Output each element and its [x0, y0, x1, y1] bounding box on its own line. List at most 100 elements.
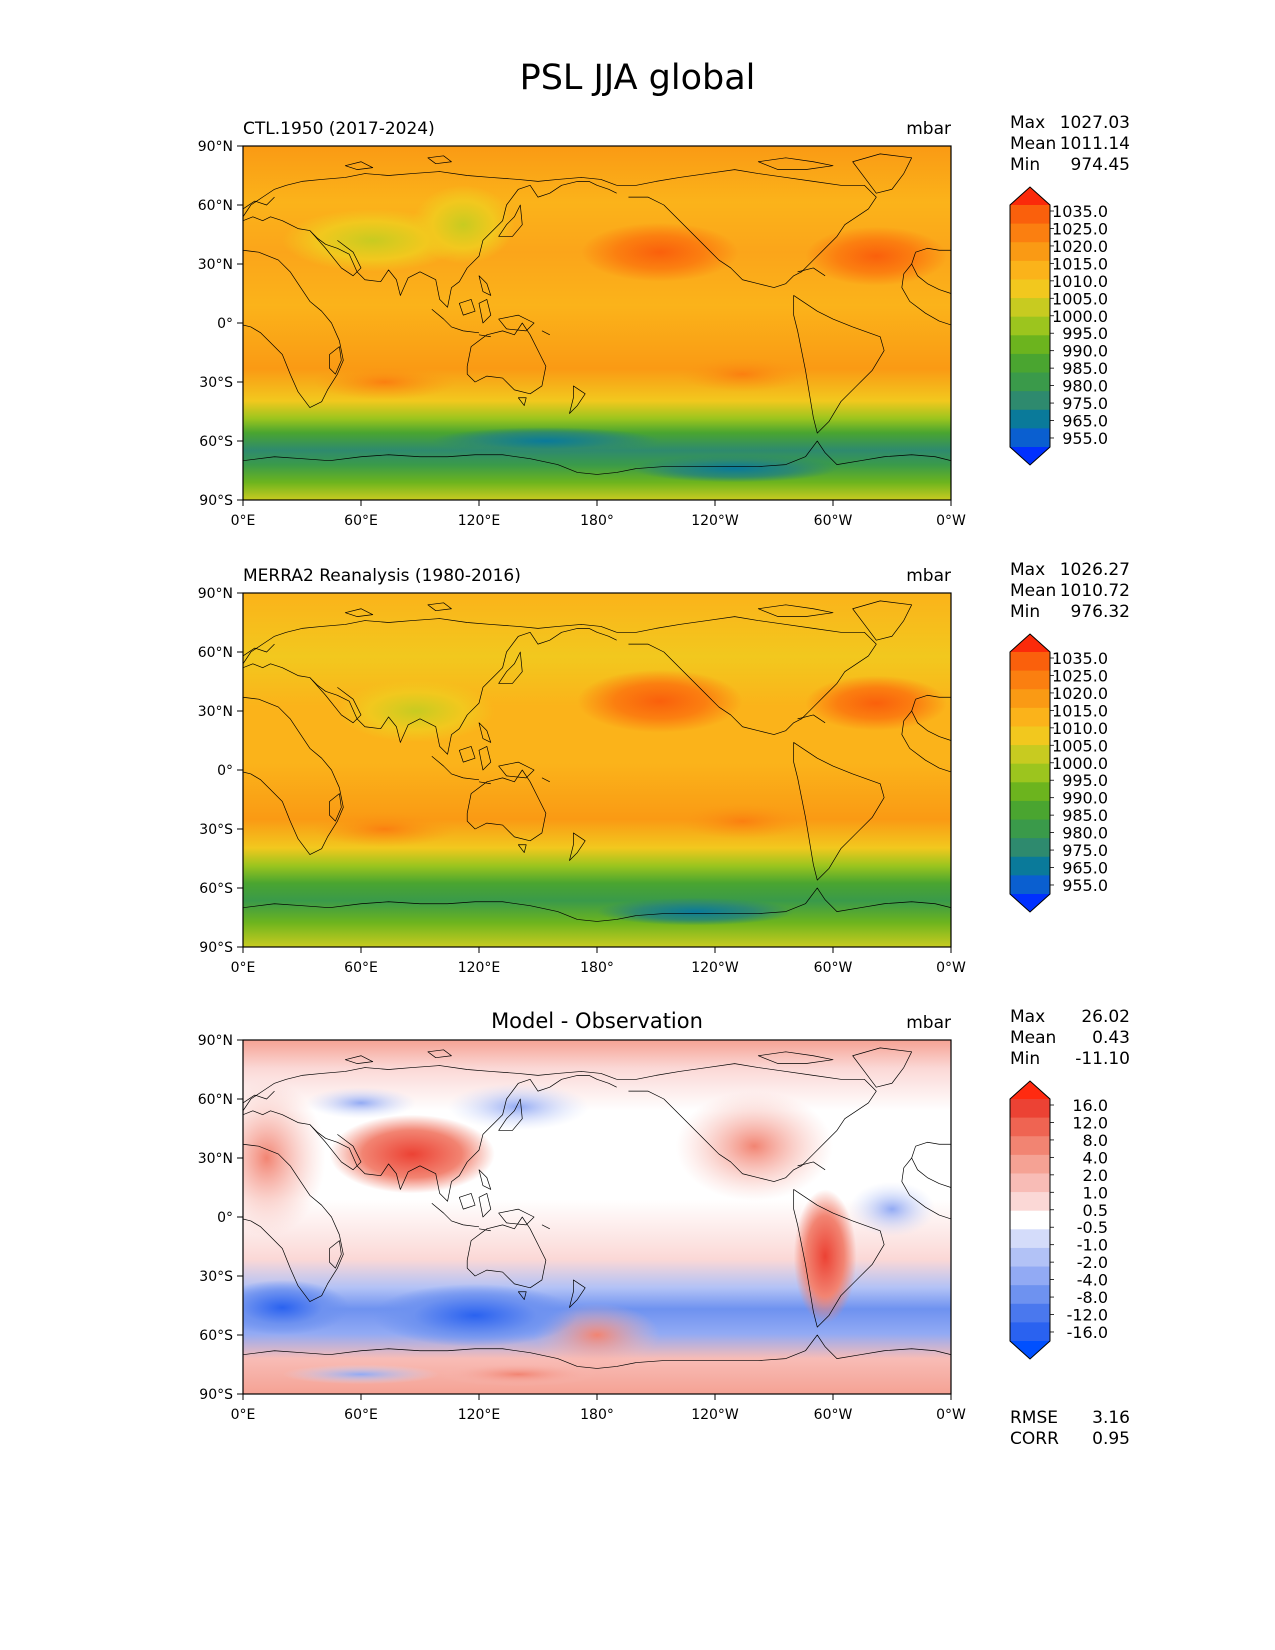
- colorbar-segment: [1010, 745, 1050, 765]
- lon-tick-label: 120°E: [458, 513, 501, 529]
- lat-tick-label: 60°S: [199, 1328, 233, 1344]
- colorbar-segment: [1010, 409, 1050, 429]
- figure-title: PSL JJA global: [519, 58, 756, 98]
- colorbar-segment: [1010, 1192, 1050, 1212]
- colorbar-label: -8.0: [1077, 1288, 1108, 1307]
- lat-tick-label: 30°N: [198, 704, 233, 720]
- colorbar-segment: [1010, 689, 1050, 709]
- colorbar-label: 955.0: [1062, 429, 1108, 448]
- colorbar-segment: [1010, 1285, 1050, 1305]
- colorbar-extend-min: [1010, 894, 1050, 912]
- stat-value-mean: 1010.72: [1060, 581, 1130, 601]
- stat-label-mean: Mean: [1010, 134, 1056, 154]
- stat-value-max: 26.02: [1081, 1007, 1130, 1027]
- colorbar-segment: [1010, 353, 1050, 374]
- stat-value-rmse: 3.16: [1092, 1408, 1130, 1428]
- colorbar-diff: 16.012.08.04.02.01.00.5-0.5-1.0-2.0-4.0-…: [1009, 1080, 1108, 1360]
- contour-field: [243, 593, 951, 947]
- colorbar-extend-min: [1010, 1341, 1050, 1359]
- colorbar-segment: [1010, 1099, 1050, 1119]
- lat-tick-label: 90°N: [198, 1033, 233, 1049]
- colorbar-label: -2.0: [1077, 1253, 1108, 1272]
- panel-units: mbar: [906, 1013, 951, 1033]
- colorbar-label: 4.0: [1083, 1148, 1108, 1167]
- colorbar-segment: [1010, 670, 1050, 690]
- colorbar-label: 1000.0: [1052, 754, 1108, 773]
- lat-tick-label: 30°S: [199, 822, 233, 838]
- panel-center-title: Model - Observation: [491, 1009, 703, 1033]
- panel-diff: 90°N 60°N 30°N 0° 30°S 60°S 90°S 0°E 60°E 120°E 18…: [198, 1007, 1130, 1449]
- map-ctl: [243, 146, 951, 500]
- colorbar-label: 2.0: [1083, 1166, 1108, 1185]
- colorbar-segment: [1010, 856, 1050, 876]
- colorbar-segment: [1010, 279, 1050, 299]
- lon-tick-label: 120°W: [691, 960, 739, 976]
- colorbar-segment: [1010, 707, 1050, 728]
- colorbar-segment: [1010, 260, 1050, 281]
- lon-tick-label: 60°W: [814, 513, 853, 529]
- colorbar-label: 1015.0: [1052, 254, 1108, 273]
- colorbar-label: 975.0: [1062, 841, 1108, 860]
- lat-tick-label: 0°: [217, 763, 233, 779]
- colorbar-label: 985.0: [1062, 359, 1108, 378]
- lon-tick-label: 120°E: [458, 1407, 501, 1423]
- colorbar-label: 1010.0: [1052, 719, 1108, 738]
- stat-label-rmse: RMSE: [1010, 1408, 1058, 1428]
- lat-tick-label: 30°S: [199, 375, 233, 391]
- colorbar-segment: [1010, 242, 1050, 262]
- colorbar-segment: [1010, 763, 1050, 783]
- lat-tick-label: 30°S: [199, 1269, 233, 1285]
- lat-tick-label: 90°N: [198, 139, 233, 155]
- panel-units: mbar: [906, 566, 951, 586]
- colorbar-label: 955.0: [1062, 876, 1108, 895]
- stat-value-min: 974.45: [1071, 155, 1130, 175]
- colorbar-segment: [1010, 782, 1050, 802]
- stat-value-min: -11.10: [1075, 1049, 1130, 1069]
- colorbar-segment: [1010, 726, 1050, 746]
- lon-tick-label: 60°E: [344, 960, 378, 976]
- colorbar-label: 1010.0: [1052, 272, 1108, 291]
- lon-tick-label: 0°E: [231, 960, 256, 976]
- colorbar-segment: [1010, 372, 1050, 392]
- lon-tick-label: 180°: [580, 513, 614, 529]
- lat-tick-label: 60°N: [198, 645, 233, 661]
- colorbar-label: 985.0: [1062, 806, 1108, 825]
- colorbar-label: 0.5: [1083, 1201, 1108, 1220]
- stat-value-mean: 0.43: [1092, 1028, 1130, 1048]
- stat-label-mean: Mean: [1010, 581, 1056, 601]
- colorbar-segment: [1010, 205, 1050, 225]
- lon-tick-label: 120°W: [691, 1407, 739, 1423]
- colorbar-outline: [1009, 186, 1051, 466]
- colorbar-segment: [1010, 1303, 1050, 1323]
- panel-units: mbar: [906, 119, 951, 139]
- lon-tick-label: 0°E: [231, 1407, 256, 1423]
- colorbar-segment: [1010, 1136, 1050, 1156]
- colorbar-label: 1025.0: [1052, 219, 1108, 238]
- colorbar-label: 1020.0: [1052, 237, 1108, 256]
- lon-tick-label: 120°E: [458, 960, 501, 976]
- colorbar-label: -12.0: [1067, 1306, 1108, 1325]
- colorbar-segment: [1010, 316, 1050, 336]
- stat-label-max: Max: [1010, 113, 1045, 133]
- lon-tick-label: 0°E: [231, 513, 256, 529]
- colorbar-label: 1.0: [1083, 1183, 1108, 1202]
- lon-tick-label: 60°E: [344, 513, 378, 529]
- stat-label-min: Min: [1010, 1049, 1040, 1069]
- colorbar-label: -0.5: [1077, 1218, 1108, 1237]
- stat-value-mean: 1011.14: [1060, 134, 1130, 154]
- lon-tick-label: 60°W: [814, 1407, 853, 1423]
- colorbar-label: 965.0: [1062, 412, 1108, 431]
- colorbar-segment: [1010, 875, 1050, 895]
- colorbar-extend-max: [1010, 187, 1050, 205]
- colorbar-label: -16.0: [1067, 1323, 1108, 1342]
- stat-label-corr: CORR: [1010, 1429, 1059, 1449]
- lat-tick-label: 0°: [217, 1210, 233, 1226]
- colorbar-label: 980.0: [1062, 377, 1108, 396]
- colorbar-label: 965.0: [1062, 859, 1108, 878]
- colorbar-segment: [1010, 298, 1050, 318]
- colorbar-segment: [1010, 1229, 1050, 1249]
- panel-ctl: 90°N 60°N 30°N 0° 30°S 60°S 90°S 0°E 60°E 120°E 18…: [198, 113, 1130, 529]
- lon-tick-label: 180°: [580, 960, 614, 976]
- lat-tick-label: 30°N: [198, 1151, 233, 1167]
- colorbar-label: 1015.0: [1052, 701, 1108, 720]
